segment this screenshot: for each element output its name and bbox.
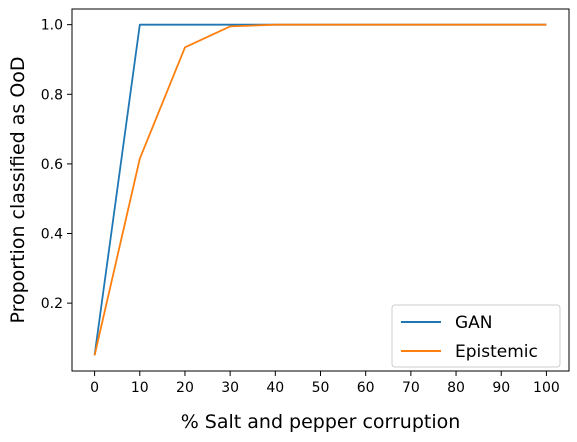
y-axis-ticks: 0.2 0.4 0.6 0.8 1.0: [41, 18, 72, 312]
series-lines: [93, 23, 547, 356]
x-tick-label: 60: [357, 380, 375, 396]
y-tick-label: 0.4: [41, 227, 63, 243]
y-tick-label: 0.6: [41, 157, 63, 173]
legend-label-gan: GAN: [455, 313, 493, 333]
x-tick-label: 70: [402, 380, 420, 396]
y-axis-title: Proportion classified as OoD: [7, 56, 29, 323]
series-line-epistemic: [93, 23, 547, 356]
x-tick-label: 30: [221, 380, 239, 396]
x-tick-label: 100: [533, 380, 560, 396]
x-tick-label: 20: [176, 380, 194, 396]
x-tick-label: 0: [90, 380, 99, 396]
x-tick-label: 10: [131, 380, 149, 396]
x-tick-label: 90: [492, 380, 510, 396]
x-tick-label: 80: [447, 380, 465, 396]
x-tick-label: 50: [312, 380, 330, 396]
x-axis-ticks: 0 10 20 30 40 50 60 70 80 90 100: [90, 371, 560, 396]
y-tick-label: 1.0: [41, 18, 63, 34]
legend: GAN Epistemic: [391, 304, 561, 368]
y-tick-label: 0.2: [41, 296, 63, 312]
legend-label-epistemic: Epistemic: [455, 342, 538, 362]
x-tick-label: 40: [266, 380, 284, 396]
y-tick-label: 0.8: [41, 87, 63, 103]
x-axis-title: % Salt and pepper corruption: [181, 411, 461, 433]
